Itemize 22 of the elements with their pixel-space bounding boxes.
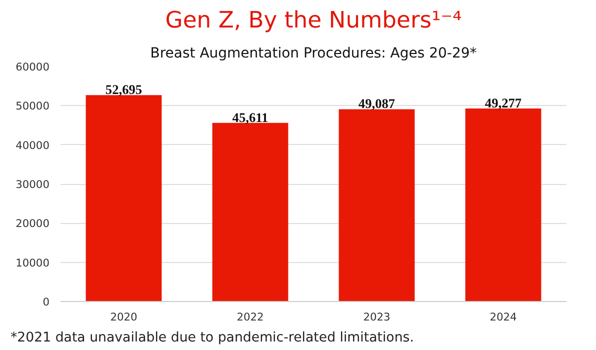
chart-title: Gen Z, By the Numbers¹⁻⁴ bbox=[165, 8, 462, 34]
data-label: 52,695 bbox=[105, 82, 142, 98]
x-tick-label: 2024 bbox=[490, 310, 518, 324]
bar bbox=[465, 108, 542, 302]
y-tick-label: 20000 bbox=[16, 217, 50, 230]
bar bbox=[338, 109, 415, 302]
y-tick-label: 40000 bbox=[16, 138, 50, 152]
chart-subtitle: Breast Augmentation Procedures: Ages 20-29* bbox=[150, 46, 477, 62]
bar bbox=[212, 122, 288, 302]
data-label: 45,611 bbox=[232, 110, 268, 125]
y-tick-label: 60000 bbox=[16, 60, 50, 74]
x-tick-label: 2023 bbox=[363, 310, 390, 324]
data-label: 49,277 bbox=[484, 96, 522, 110]
y-tick-label: 30000 bbox=[16, 178, 50, 191]
data-label: 49,087 bbox=[358, 96, 396, 112]
x-tick-label: 2020 bbox=[110, 310, 138, 324]
y-tick-label: 0 bbox=[42, 296, 50, 308]
y-tick-label: 50000 bbox=[16, 100, 50, 113]
x-tick-label: 2022 bbox=[236, 310, 264, 324]
y-tick-label: 10000 bbox=[16, 256, 50, 270]
text: *2021 data unavailable due to pandemic-related limitations. bbox=[10, 330, 414, 346]
bar bbox=[86, 95, 162, 302]
